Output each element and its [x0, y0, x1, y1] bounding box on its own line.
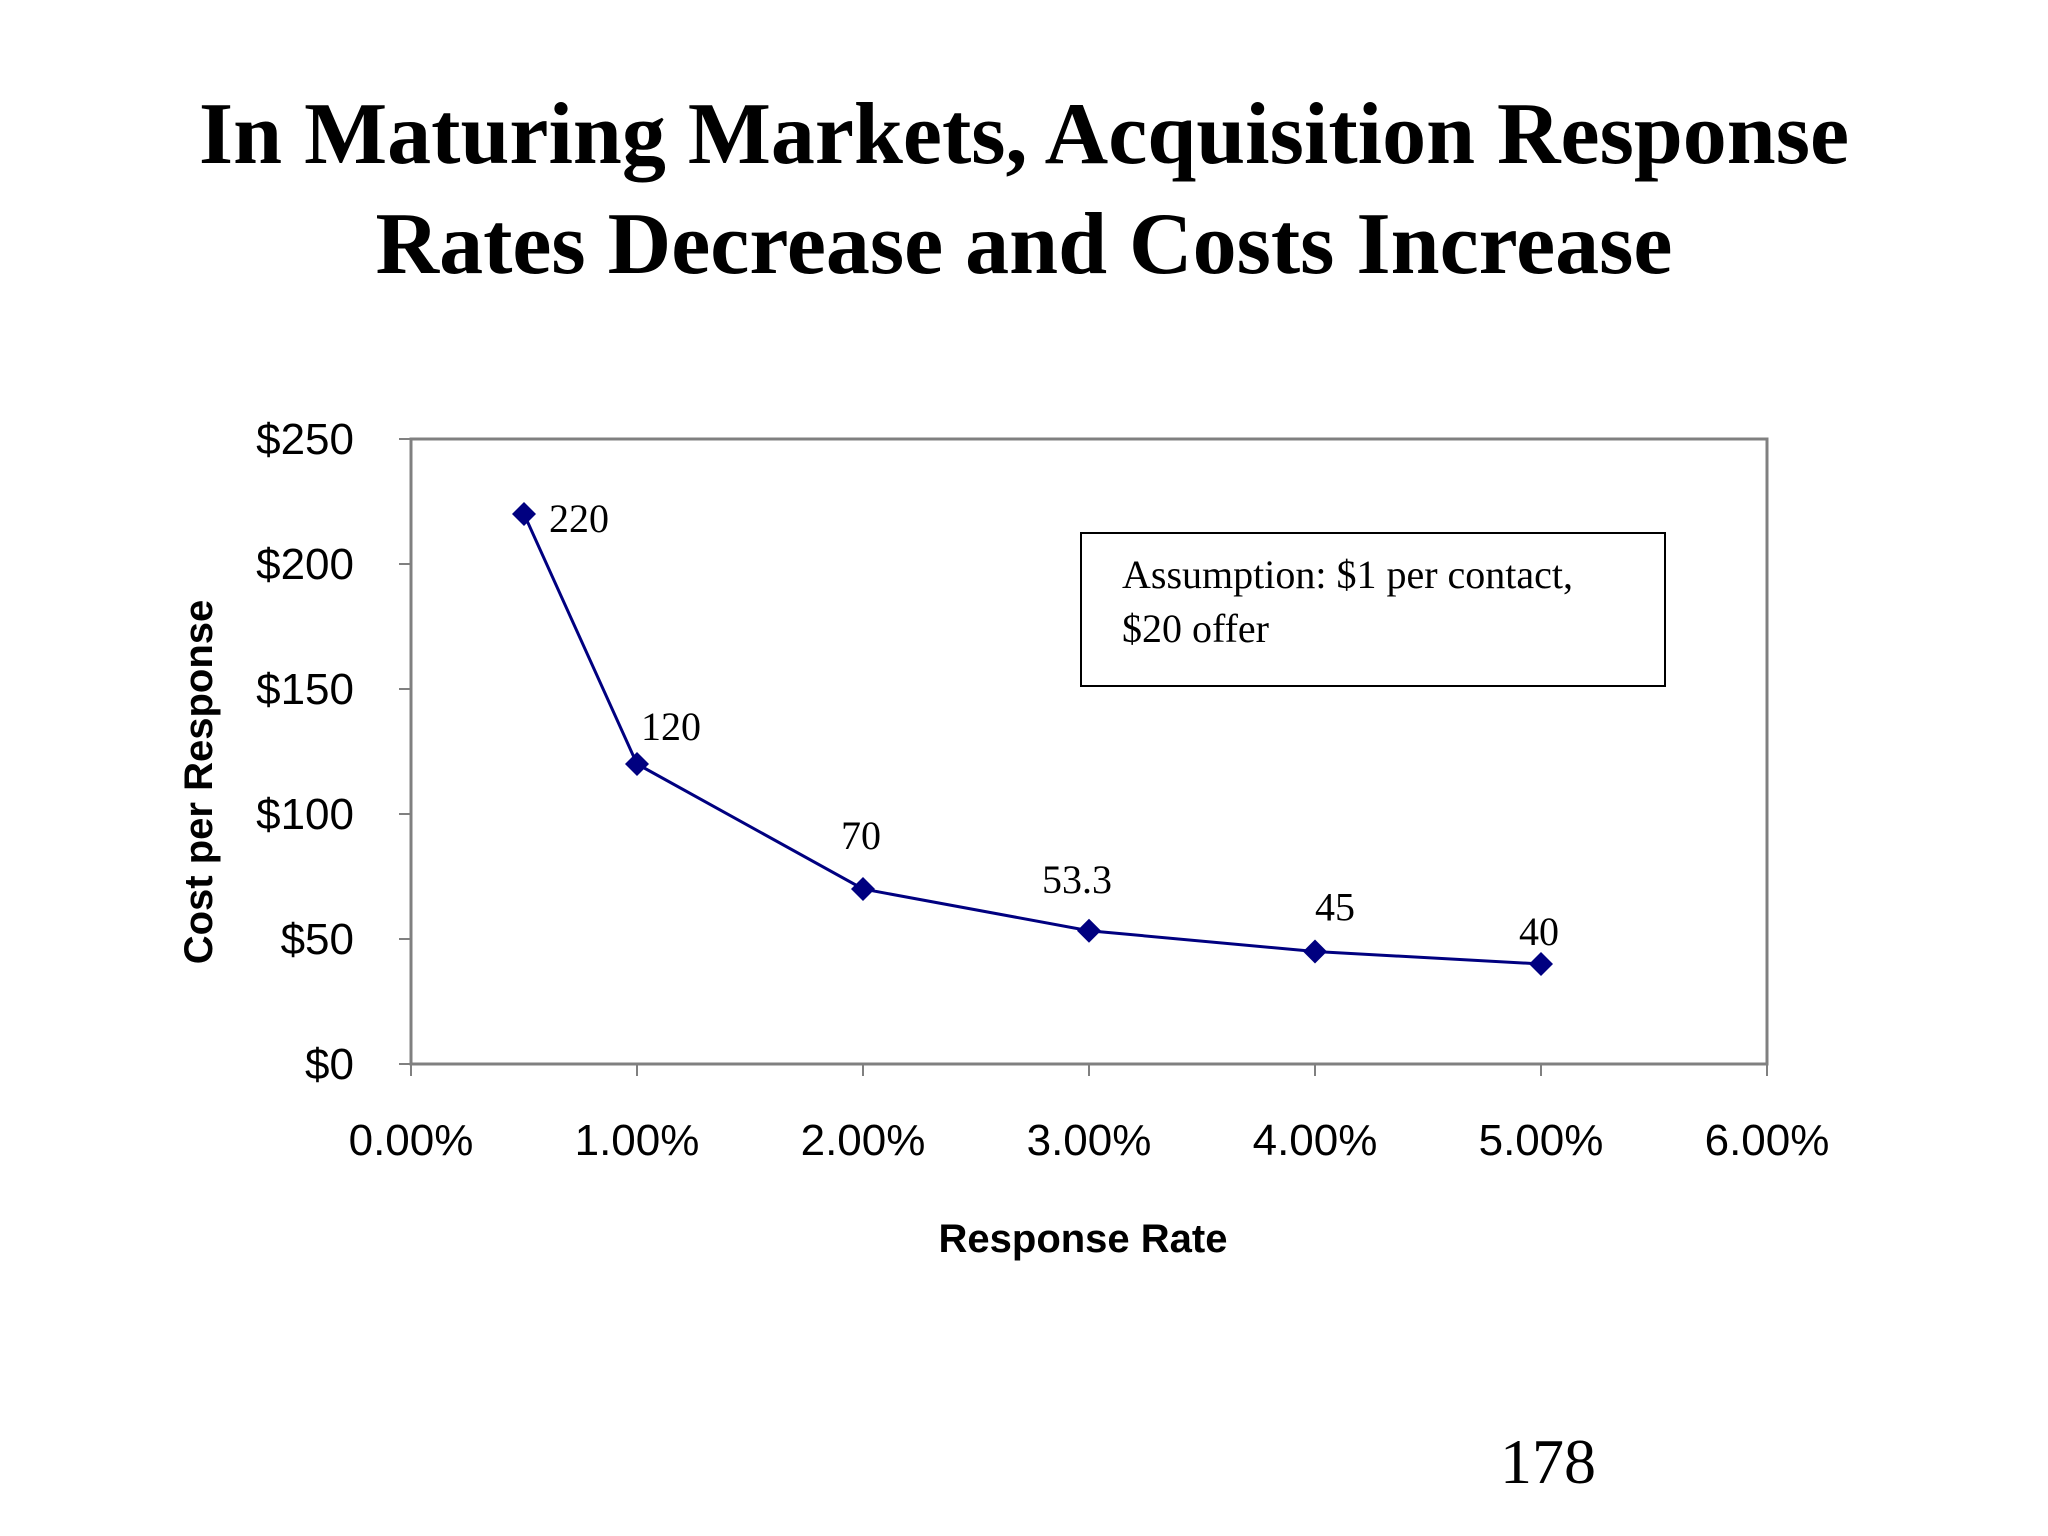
- data-point-marker: [1303, 940, 1327, 964]
- y-tick-label: $200: [256, 540, 354, 589]
- y-tick-label: $150: [256, 665, 354, 714]
- data-point-marker: [512, 502, 536, 526]
- x-tick-label: 3.00%: [1027, 1116, 1152, 1165]
- x-axis: 0.00% 1.00% 2.00% 3.00% 4.00% 5.00% 6.00%: [349, 1064, 1830, 1165]
- y-tick-label: $100: [256, 790, 354, 839]
- data-label: 40: [1519, 909, 1559, 954]
- data-point-marker: [1077, 919, 1101, 943]
- x-tick-label: 1.00%: [575, 1116, 700, 1165]
- y-tick-label: $50: [281, 915, 354, 964]
- data-point-marker: [851, 877, 875, 901]
- x-tick-label: 0.00%: [349, 1116, 474, 1165]
- data-point-marker: [625, 752, 649, 776]
- y-tick-label: $250: [256, 415, 354, 464]
- data-label: 45: [1315, 885, 1355, 930]
- y-tick-label: $0: [305, 1040, 354, 1089]
- y-axis-label: Cost per Response: [177, 600, 221, 965]
- data-label: 220: [549, 496, 609, 541]
- x-tick-label: 4.00%: [1253, 1116, 1378, 1165]
- data-label: 53.3: [1042, 857, 1112, 902]
- data-point-marker: [1529, 952, 1553, 976]
- data-label: 120: [641, 704, 701, 749]
- x-tick-label: 6.00%: [1705, 1116, 1830, 1165]
- x-tick-label: 5.00%: [1479, 1116, 1604, 1165]
- y-axis: $0 $50 $100 $150 $200 $250: [256, 415, 411, 1089]
- assumption-box: Assumption: $1 per contact, $20 offer: [1081, 533, 1665, 686]
- x-tick-label: 2.00%: [801, 1116, 926, 1165]
- page-number: 178: [1500, 1425, 1620, 1499]
- data-label: 70: [841, 813, 881, 858]
- assumption-text-line-1: Assumption: $1 per contact,: [1122, 552, 1573, 597]
- assumption-text-line-2: $20 offer: [1122, 606, 1269, 651]
- x-axis-label: Response Rate: [939, 1217, 1228, 1261]
